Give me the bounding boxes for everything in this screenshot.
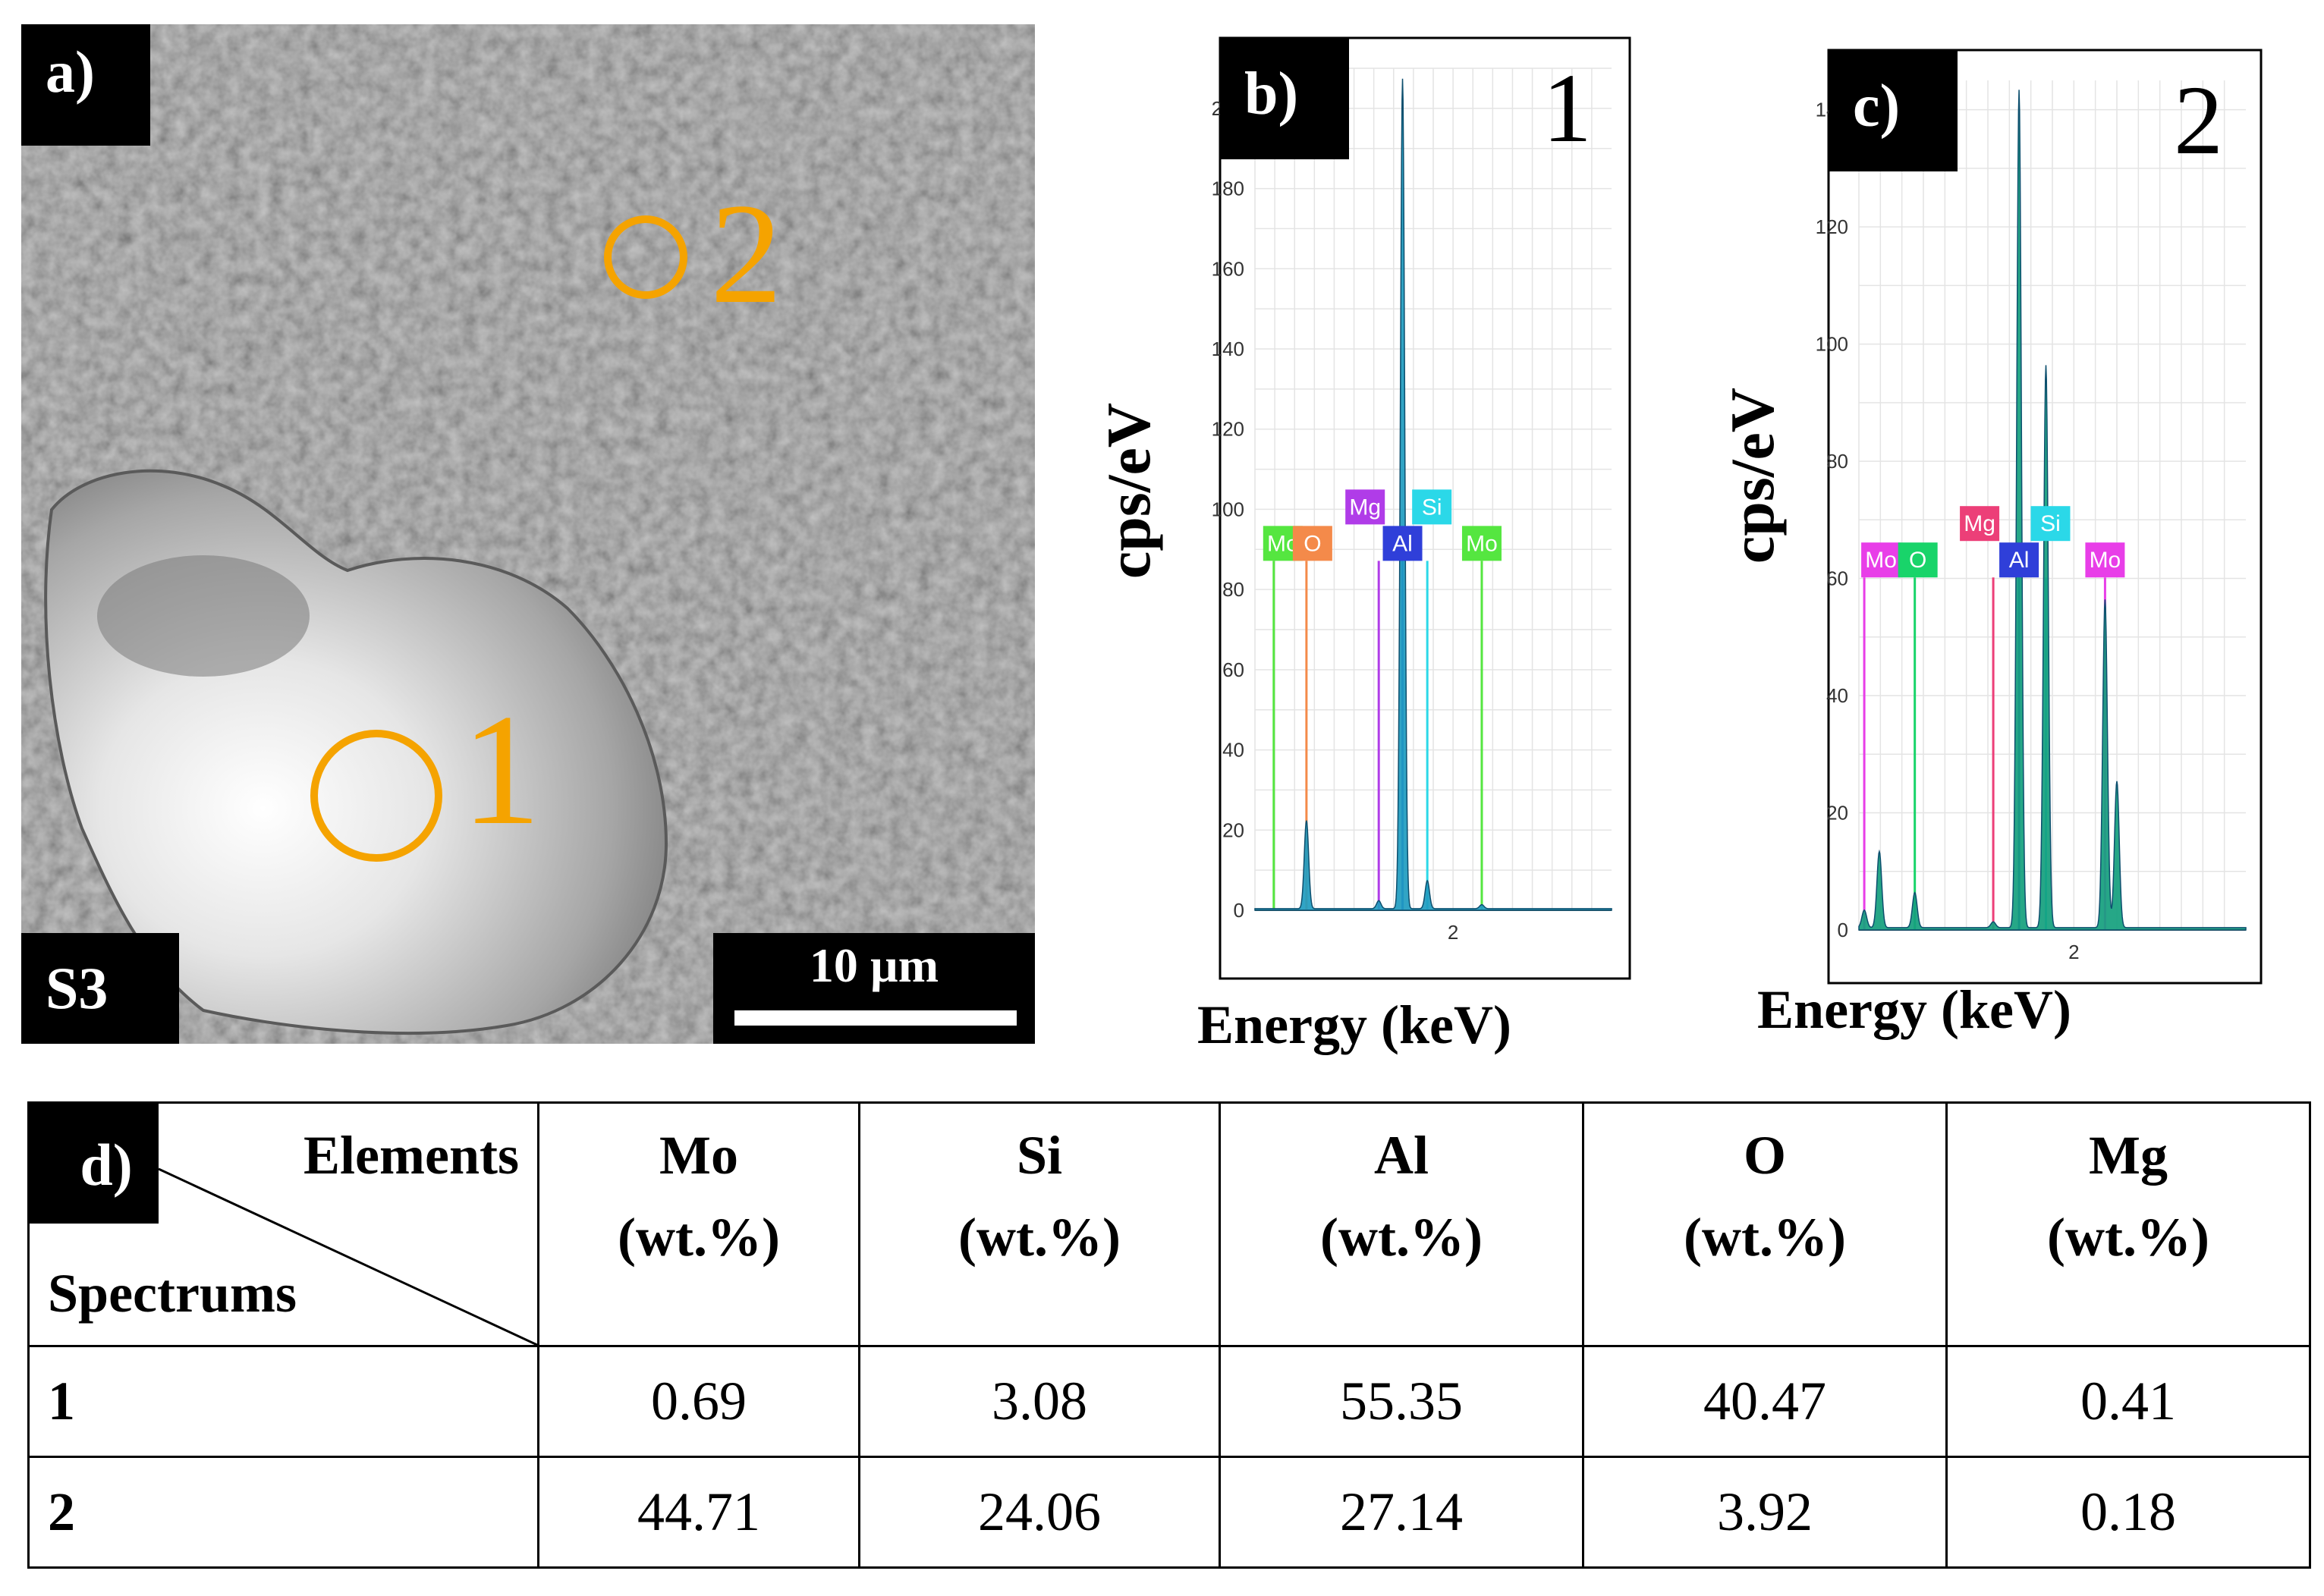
- y-tick-label: 80: [1222, 578, 1244, 601]
- spectrum-2-xlabel: Energy (keV): [1757, 979, 2071, 1040]
- element-tag-box: [1345, 489, 1385, 525]
- corner-elements-label: Elements: [303, 1125, 519, 1186]
- y-tick-label: 120: [1212, 418, 1244, 441]
- table-cell: 24.06: [858, 1456, 1221, 1569]
- roi-2-label: 2: [710, 174, 782, 334]
- x-tick-label: 2: [1448, 921, 1458, 944]
- element-tag-label: Mo: [1865, 548, 1897, 573]
- element-tag-box: [2085, 542, 2125, 578]
- element-tag-box: [1412, 489, 1452, 525]
- element-tag-label: Mg: [1964, 511, 1995, 536]
- table-cell: 0.18: [1945, 1456, 2311, 1569]
- y-tick-label: 160: [1212, 257, 1244, 280]
- table-cell: 0.41: [1945, 1345, 2311, 1458]
- scale-bar: 10 µm: [713, 933, 1035, 1044]
- table-cell: 27.14: [1219, 1456, 1584, 1569]
- panel-a-label: a): [21, 24, 150, 146]
- spectrum-1-panel: cps/eV 0204060801001201401601802002MoOMg…: [1053, 15, 1675, 1062]
- column-header-si: Si (wt.%): [858, 1101, 1221, 1347]
- sem-panel: a) 1 2 S3 10 µm: [21, 24, 1035, 1044]
- panel-label: b): [1244, 61, 1298, 127]
- column-header-mo: Mo (wt.%): [537, 1101, 860, 1347]
- y-tick-label: 180: [1212, 178, 1244, 200]
- y-tick-label: 0: [1838, 919, 1848, 941]
- y-tick-label: 0: [1234, 899, 1244, 922]
- table-row: 2 44.71 24.06 27.14 3.92 0.18: [27, 1456, 2311, 1569]
- row-spectrum-label: 1: [27, 1345, 539, 1458]
- spectrum-number: 1: [1543, 54, 1592, 163]
- element-tag-label: Si: [2040, 511, 2061, 536]
- y-tick-label: 40: [1826, 684, 1848, 707]
- element-tag-label: Mg: [1349, 495, 1381, 520]
- composition-table: d) Elements Spectrums Mo (wt.%) Si (wt.%) …: [27, 1101, 2311, 1569]
- spectrum-1-chart: 0204060801001201401601802002MoOMgAlSiMob…: [1212, 36, 1631, 980]
- corner-spectrums-label: Spectrums: [48, 1263, 297, 1324]
- y-tick-label: 60: [1222, 658, 1244, 681]
- table-row: 1 0.69 3.08 55.35 40.47 0.41: [27, 1345, 2311, 1458]
- spectrum-curve: [1858, 90, 2247, 931]
- y-tick-label: 20: [1826, 802, 1848, 825]
- panel-label: c): [1853, 73, 1900, 140]
- sem-micrograph: [21, 24, 1035, 1044]
- table-cell: 3.92: [1582, 1456, 1948, 1569]
- column-header-al: Al (wt.%): [1219, 1101, 1584, 1347]
- y-tick-label: 20: [1222, 818, 1244, 841]
- table-cell: 3.08: [858, 1345, 1221, 1458]
- element-tag-box: [2030, 506, 2071, 542]
- table-header-row: d) Elements Spectrums Mo (wt.%) Si (wt.%) …: [27, 1101, 2311, 1347]
- y-tick-label: 100: [1816, 333, 1848, 356]
- spectrum-1-xlabel: Energy (keV): [1197, 994, 1511, 1055]
- element-tag-box: [1461, 526, 1502, 561]
- element-tag-box: [1999, 542, 2039, 578]
- table-cell: 40.47: [1582, 1345, 1948, 1458]
- roi-1-label: 1: [461, 682, 541, 858]
- panel-d-label: d): [30, 1104, 159, 1224]
- x-tick-label: 2: [2068, 941, 2079, 963]
- element-tag-box: [1382, 526, 1423, 561]
- table-cell: 55.35: [1219, 1345, 1584, 1458]
- panel-label-box: [1220, 38, 1349, 159]
- element-tag-box: [1898, 542, 1938, 578]
- element-tag-label: O: [1909, 548, 1926, 573]
- corner-diagonal: [158, 1167, 537, 1345]
- element-tag-box: [1960, 506, 2000, 542]
- element-tag-label: Al: [1392, 531, 1413, 556]
- element-tag-box: [1861, 542, 1901, 578]
- column-header-o: O (wt.%): [1582, 1101, 1948, 1347]
- spectrum-2-chart: 0204060801001201402MoOMgAlSiMoc)2: [1816, 49, 2263, 985]
- scale-bar-line: [734, 1010, 1017, 1026]
- spectrum-curve: [1254, 78, 1612, 911]
- y-tick-label: 80: [1826, 450, 1848, 473]
- element-tag-box: [1292, 526, 1332, 561]
- y-tick-label: 40: [1222, 739, 1244, 762]
- element-tag-label: Al: [2009, 548, 2030, 573]
- panel-label-box: [1829, 50, 1958, 171]
- row-spectrum-label: 2: [27, 1456, 539, 1569]
- y-tick-label: 140: [1212, 338, 1244, 360]
- scale-bar-label: 10 µm: [809, 938, 939, 992]
- y-tick-label: 60: [1826, 567, 1848, 590]
- element-tag-label: Mo: [1466, 531, 1498, 556]
- table-cell: 0.69: [537, 1345, 860, 1458]
- spectrum-2-panel: cps/eV 0204060801001201402MoOMgAlSiMoc)2…: [1662, 15, 2322, 1062]
- y-tick-label: 120: [1816, 215, 1848, 238]
- y-tick-label: 100: [1212, 498, 1244, 520]
- column-header-mg: Mg (wt.%): [1945, 1101, 2311, 1347]
- sample-label: S3: [21, 933, 179, 1044]
- table-corner: d) Elements Spectrums: [27, 1101, 539, 1347]
- element-tag-label: O: [1304, 531, 1321, 556]
- spectrum-number: 2: [2174, 66, 2223, 175]
- element-tag-label: Si: [1422, 495, 1442, 520]
- element-tag-label: Mo: [2090, 548, 2121, 573]
- table-cell: 44.71: [537, 1456, 860, 1569]
